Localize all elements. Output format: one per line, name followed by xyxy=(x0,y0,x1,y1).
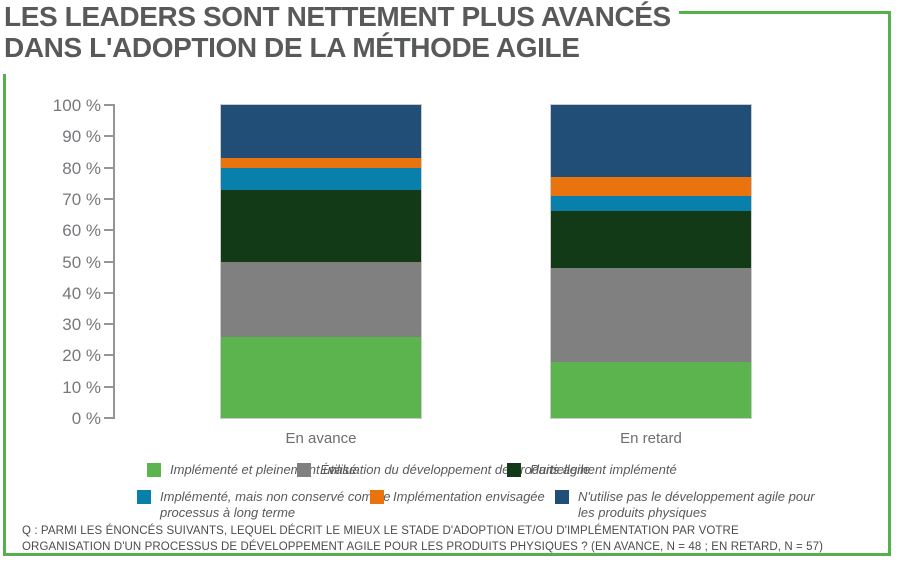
legend-swatch xyxy=(555,490,569,504)
bar-segment xyxy=(221,158,421,168)
stacked-bar-en-retard xyxy=(550,104,752,419)
legend-label: N'utilise pas le développement agile pou… xyxy=(578,489,815,521)
y-tick-label: 100 % xyxy=(52,96,101,115)
bar-segment xyxy=(551,361,751,418)
bar-segment xyxy=(221,261,421,337)
legend-swatch xyxy=(297,463,311,477)
bar-segment xyxy=(551,105,751,178)
bar-segment xyxy=(551,177,751,196)
decorative-frame-bottom xyxy=(3,553,891,556)
bar-segment xyxy=(221,189,421,262)
bar-segment xyxy=(551,211,751,268)
y-tick xyxy=(104,167,114,169)
source-question-line1: Q : PARMI LES ÉNONCÉS SUIVANTS, LEQUEL D… xyxy=(22,525,739,537)
legend-item: Implémentation envisagée xyxy=(370,489,545,505)
legend-swatch xyxy=(507,463,521,477)
y-tick xyxy=(104,104,114,106)
y-tick-label: 10 % xyxy=(62,378,101,397)
decorative-frame-top xyxy=(679,11,891,14)
y-tick-label: 0 % xyxy=(71,409,101,428)
bar-segment xyxy=(551,267,751,362)
y-tick-label: 50 % xyxy=(62,253,101,272)
page-title-line2: DANS L'ADOPTION DE LA MÉTHODE AGILE xyxy=(4,32,580,64)
y-axis-line xyxy=(113,104,115,419)
y-tick-label: 30 % xyxy=(62,315,101,334)
y-tick-label: 70 % xyxy=(62,190,101,209)
stacked-bar-en-avance xyxy=(220,104,422,419)
legend-item: Évaluation du développement de produits … xyxy=(297,462,590,478)
category-label: En avance xyxy=(285,430,357,447)
bar-segment xyxy=(551,195,751,212)
legend-label: Implémenté, mais non conservé comme proc… xyxy=(160,489,391,521)
legend-item: Implémenté, mais non conservé comme proc… xyxy=(137,489,415,522)
category-label: En retard xyxy=(620,430,682,447)
y-tick xyxy=(104,417,114,419)
stacked-bar-chart: 100 % 90 % 80 % 70 % 60 % 50 % 40 % 30 % 20 % 10 … xyxy=(0,97,900,447)
y-tick-label: 90 % xyxy=(62,127,101,146)
legend-label: Partiellement implémenté xyxy=(530,462,677,477)
y-tick xyxy=(104,323,114,325)
decorative-frame-right xyxy=(888,11,891,556)
y-tick-label: 40 % xyxy=(62,284,101,303)
y-tick xyxy=(104,354,114,356)
page-title-line1: LES LEADERS SONT NETTEMENT PLUS AVANCÉS xyxy=(4,1,671,32)
y-tick-label: 60 % xyxy=(62,221,101,240)
y-tick xyxy=(104,386,114,388)
legend-label: Évaluation du développement de produits … xyxy=(320,462,591,477)
y-tick xyxy=(104,261,114,263)
y-tick xyxy=(104,229,114,231)
legend-label: Implémentation envisagée xyxy=(393,489,545,504)
legend-swatch xyxy=(147,463,161,477)
legend-item: N'utilise pas le développement agile pou… xyxy=(555,489,823,522)
legend-swatch xyxy=(370,490,384,504)
bar-segment xyxy=(221,167,421,190)
source-question-line2: ORGANISATION D'UN PROCESSUS DE DÉVELOPPE… xyxy=(22,541,824,554)
bar-segment xyxy=(221,336,421,418)
page-title: LES LEADERS SONT NETTEMENT PLUS AVANCÉS … xyxy=(4,1,684,64)
y-tick xyxy=(104,198,114,200)
y-tick-label: 20 % xyxy=(62,346,101,365)
decorative-frame-left xyxy=(3,74,6,556)
legend-item: Partiellement implémenté xyxy=(507,462,677,478)
bar-segment xyxy=(221,105,421,159)
y-tick xyxy=(104,292,114,294)
y-tick-label: 80 % xyxy=(62,159,101,178)
y-tick xyxy=(104,135,114,137)
legend-swatch xyxy=(137,490,151,504)
source-question-note: Q : PARMI LES ÉNONCÉS SUIVANTS, LEQUEL D… xyxy=(22,523,882,556)
